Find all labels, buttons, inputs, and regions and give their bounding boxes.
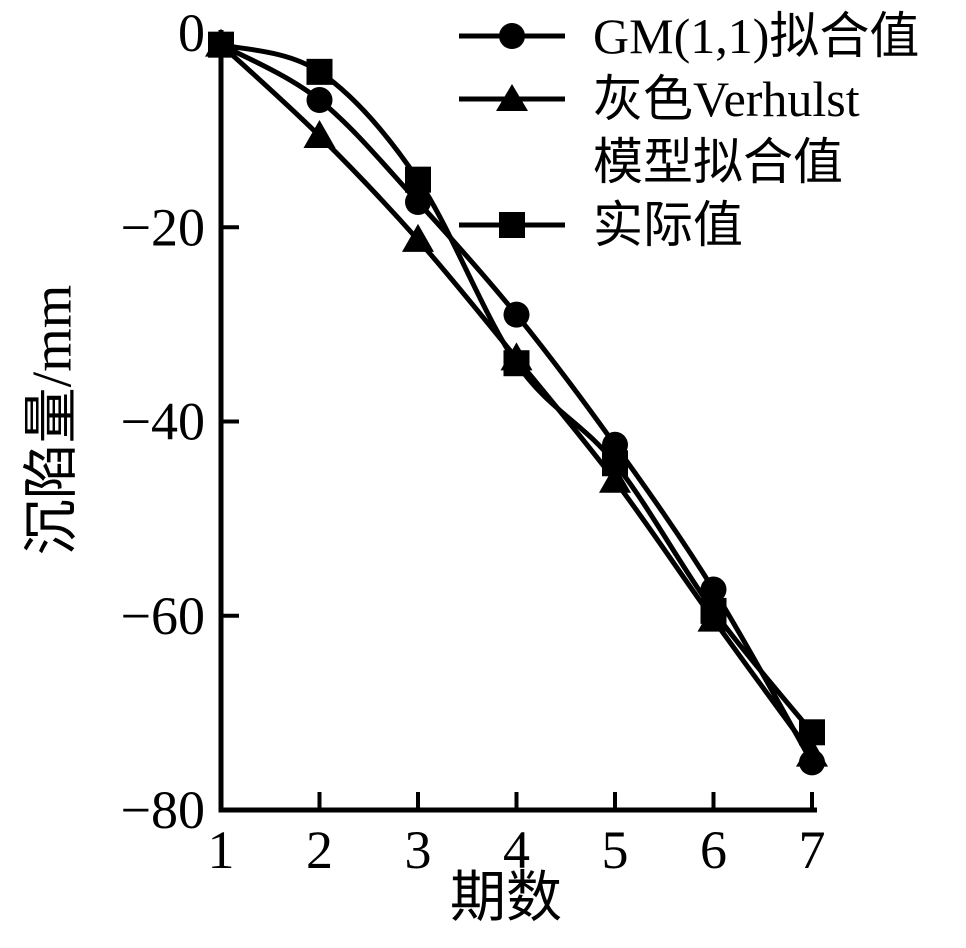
legend-label-gm: GM(1,1)拟合值: [593, 7, 920, 64]
x-tick-label: 7: [799, 820, 826, 880]
legend-item-gm: GM(1,1)拟合值: [459, 4, 919, 67]
circle-marker-icon: [503, 301, 530, 328]
triangle-marker-icon: [402, 223, 434, 252]
triangle-marker-icon: [303, 119, 336, 148]
circle-marker-icon: [700, 576, 727, 603]
square-marker-icon: [208, 31, 234, 58]
x-tick-label: 5: [602, 820, 629, 880]
y-tick-label: −20: [121, 197, 205, 257]
legend-label-verhulst-line2: 模型拟合值: [593, 133, 843, 190]
x-tick-label: 2: [306, 820, 333, 880]
legend-item-verhulst: 灰色Verhulst: [459, 67, 919, 130]
square-marker-icon: [503, 350, 530, 377]
y-tick-label: 0: [178, 3, 205, 63]
x-tick-label: 4: [503, 820, 530, 880]
square-marker-icon: [602, 450, 628, 477]
circle-marker-icon: [459, 22, 565, 49]
y-tick-label: −60: [121, 586, 205, 646]
x-tick-label: 3: [405, 820, 432, 880]
y-tick-label: −80: [121, 780, 205, 840]
square-marker-icon: [459, 211, 565, 238]
x-tick-label: 1: [208, 820, 235, 880]
square-marker-icon: [405, 166, 431, 193]
triangle-marker-icon: [796, 738, 828, 767]
square-marker-icon: [799, 719, 825, 746]
square-marker-icon: [306, 58, 333, 85]
legend-item-actual: 实际值: [459, 193, 919, 256]
circle-marker-icon: [405, 188, 431, 215]
circle-marker-icon: [306, 87, 333, 114]
legend-label-verhulst-line1: 灰色Verhulst: [593, 70, 860, 127]
legend-item-verhulst-cont: 模型拟合值: [459, 130, 919, 193]
legend-label-actual: 实际值: [593, 196, 743, 253]
y-tick-label: −40: [121, 392, 205, 452]
x-tick-label: 6: [700, 820, 727, 880]
series-markers-square: [208, 31, 825, 746]
y-axis-title: 沉陷量/mm: [21, 284, 84, 556]
square-marker-icon: [700, 597, 727, 624]
triangle-marker-icon: [459, 83, 565, 111]
axes: 0 −20 −40 −60 −801 2 3 4 5 6 7: [121, 3, 826, 880]
x-axis-title: 期数: [450, 867, 562, 930]
triangle-marker-icon: [599, 464, 631, 493]
legend: GM(1,1)拟合值 灰色Verhulst 模型拟合值 实际值: [459, 4, 919, 256]
